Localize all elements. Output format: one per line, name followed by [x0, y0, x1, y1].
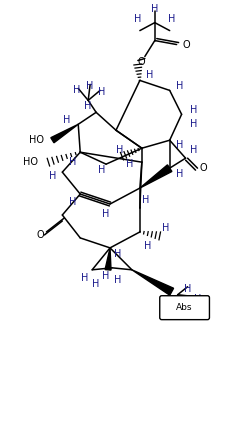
- Text: H: H: [168, 14, 175, 24]
- Text: H: H: [99, 87, 106, 98]
- Text: H: H: [184, 304, 191, 314]
- Text: H: H: [144, 241, 151, 251]
- Text: H: H: [142, 195, 150, 205]
- Text: Abs: Abs: [176, 303, 193, 312]
- Text: H: H: [162, 223, 169, 233]
- Text: O: O: [37, 230, 44, 240]
- Text: H: H: [190, 105, 197, 115]
- Text: H: H: [114, 249, 122, 259]
- Text: H: H: [84, 101, 92, 112]
- Text: H: H: [194, 294, 201, 304]
- Text: H: H: [116, 145, 124, 155]
- Text: O: O: [200, 163, 207, 173]
- Text: H: H: [102, 271, 110, 281]
- Text: H: H: [151, 4, 158, 14]
- Text: H: H: [114, 275, 122, 285]
- Polygon shape: [140, 165, 172, 188]
- Polygon shape: [105, 248, 111, 270]
- Text: H: H: [190, 119, 197, 129]
- Text: H: H: [146, 70, 154, 81]
- Text: H: H: [63, 115, 70, 126]
- Text: H: H: [184, 284, 191, 294]
- Text: HO: HO: [29, 135, 44, 145]
- Text: H: H: [69, 197, 76, 207]
- Text: H: H: [99, 165, 106, 175]
- Polygon shape: [51, 124, 78, 143]
- Text: H: H: [87, 81, 94, 92]
- Text: H: H: [176, 81, 183, 92]
- Text: H: H: [102, 209, 110, 219]
- FancyBboxPatch shape: [160, 296, 209, 320]
- Text: O: O: [183, 39, 190, 50]
- Text: H: H: [69, 157, 76, 167]
- Text: H: H: [49, 171, 56, 181]
- Text: HO: HO: [23, 157, 38, 167]
- Text: H: H: [92, 279, 100, 289]
- Text: H: H: [126, 159, 134, 169]
- Text: H: H: [73, 85, 80, 95]
- Text: H: H: [134, 14, 142, 24]
- Polygon shape: [132, 270, 174, 295]
- Text: O: O: [137, 58, 145, 67]
- Text: H: H: [176, 169, 183, 179]
- Text: H: H: [80, 273, 88, 283]
- Text: H: H: [190, 145, 197, 155]
- Text: H: H: [176, 140, 183, 150]
